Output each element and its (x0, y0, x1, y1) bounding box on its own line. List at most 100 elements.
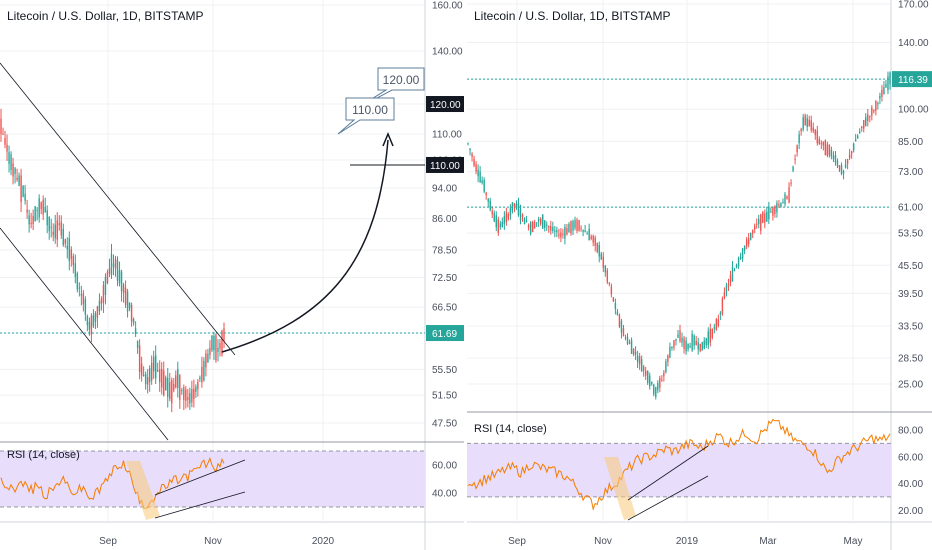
y-tick-label: 160.00 (432, 1, 463, 12)
candle-body (814, 129, 816, 136)
candle-body (616, 311, 619, 316)
x-tick-label: 2019 (676, 536, 699, 547)
candle-body (217, 347, 219, 353)
candle-body (72, 256, 75, 265)
candle-body (794, 159, 796, 161)
candle-body (556, 230, 558, 233)
x-tick-label: Sep (99, 536, 117, 547)
candle-body (699, 343, 701, 352)
candle-body (136, 341, 139, 348)
rsi-line (467, 418, 891, 511)
candle-body (632, 348, 635, 355)
y-tick-label: 94.00 (432, 184, 457, 195)
candle-body (112, 263, 115, 268)
candle-body (798, 134, 800, 144)
y-tick-label: 25.00 (898, 380, 923, 391)
candle-body (221, 330, 223, 355)
candle-body (762, 212, 764, 223)
candle-body (509, 208, 512, 216)
candle-body (523, 217, 526, 225)
candle-body (223, 328, 225, 341)
candle-body (673, 340, 675, 348)
candle-body (560, 232, 562, 238)
candle-body (661, 379, 663, 381)
arrowhead (382, 132, 394, 147)
candle-body (86, 316, 89, 326)
candle-body (568, 224, 570, 233)
y-tick-label: 73.00 (898, 167, 923, 178)
candle-body (885, 83, 887, 88)
candle-body (685, 340, 687, 352)
candle-body (858, 131, 861, 133)
last-price-label: 61.69 (432, 329, 457, 340)
candle-body (535, 222, 538, 224)
candle-body (197, 381, 199, 390)
candle-body (546, 224, 548, 226)
candle-body (861, 126, 863, 128)
candle-body (590, 236, 592, 239)
candle-body (741, 248, 744, 259)
rsi-tick-label: 40.00 (432, 489, 457, 500)
candle-body (689, 345, 691, 347)
candle-body (850, 151, 853, 154)
candle-body (98, 301, 101, 311)
candle-body (38, 198, 40, 218)
y-tick-label: 140.00 (432, 46, 463, 57)
candle-body (584, 230, 586, 232)
candle-body (778, 204, 780, 206)
candle-body (106, 272, 109, 284)
candle-body (499, 223, 502, 228)
candle-body (875, 100, 877, 111)
candle-body (114, 258, 117, 269)
candle-body (756, 223, 758, 225)
candle-body (784, 194, 786, 205)
candle-body (542, 214, 544, 229)
right-rsi-title: RSI (14, close) (474, 423, 547, 435)
candle-body (838, 165, 841, 171)
candle-body (733, 269, 736, 271)
rsi-band (0, 451, 425, 507)
candle-body (739, 256, 742, 259)
candle-body (754, 225, 756, 230)
candle-body (889, 72, 891, 85)
rsi-tick-label: 80.00 (898, 426, 923, 437)
candle-body (610, 286, 613, 295)
candle-body (723, 291, 726, 299)
candle-body (26, 209, 28, 213)
candle-body (655, 387, 657, 398)
candle-body (840, 165, 843, 175)
y-tick-label: 100.00 (898, 105, 929, 116)
left-pane: SepNov2020160.00140.00120.00110.00102.00… (0, 0, 464, 550)
y-tick-label: 45.50 (898, 261, 923, 272)
rsi-channel-upper-right (627, 445, 709, 501)
candle-body (816, 130, 819, 144)
candle-body (638, 356, 641, 365)
candle-body (469, 148, 471, 151)
candle-body (507, 214, 510, 219)
candle-body (802, 117, 804, 130)
candle-body (727, 283, 730, 287)
candle-body (822, 141, 825, 146)
candle-body (481, 180, 483, 183)
candle-body (177, 369, 179, 388)
candle-body (586, 233, 588, 235)
candle-body (653, 384, 655, 395)
candle-body (731, 266, 734, 282)
candle-body (34, 206, 36, 222)
candle-body (173, 383, 175, 391)
candle-body (804, 115, 806, 125)
candle-body (743, 245, 746, 251)
candle-body (824, 140, 827, 156)
candle-body (887, 76, 889, 91)
candle-body (156, 369, 159, 372)
rsi-highlight-right (604, 457, 636, 520)
candle-body (48, 216, 50, 232)
candle-body (856, 135, 859, 139)
y-tick-label: 85.00 (898, 137, 923, 148)
candle-body (50, 226, 52, 228)
rsi-channel-lower (154, 491, 246, 519)
candle-body (721, 298, 724, 314)
candle-body (211, 335, 213, 351)
rsi-highlight (126, 461, 160, 520)
candle-body (477, 169, 479, 177)
